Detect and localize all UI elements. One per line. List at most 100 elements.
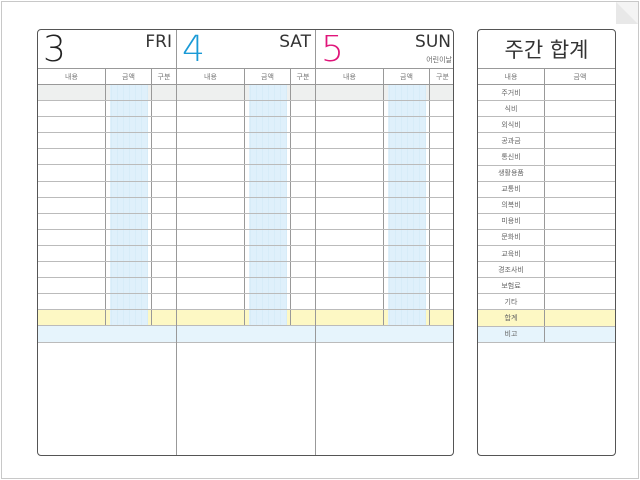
type-cell[interactable] [291, 310, 315, 325]
content-cell[interactable] [177, 165, 245, 181]
amount-cell[interactable] [245, 165, 291, 181]
amount-cell[interactable] [106, 165, 152, 181]
type-cell[interactable] [430, 230, 453, 245]
entry-row[interactable] [177, 262, 315, 279]
amount-cell[interactable] [545, 246, 615, 261]
amount-cell[interactable] [106, 85, 152, 101]
weekly-total-row[interactable]: 합계 [478, 310, 615, 327]
type-cell[interactable] [430, 117, 453, 132]
amount-cell[interactable] [106, 213, 152, 229]
weekly-row[interactable]: 미용비 [478, 213, 615, 230]
amount-cell[interactable] [545, 166, 615, 181]
total-row[interactable] [316, 310, 453, 327]
amount-cell[interactable] [106, 262, 152, 278]
type-cell[interactable] [291, 326, 315, 341]
content-cell[interactable] [38, 262, 106, 278]
amount-cell[interactable] [245, 149, 291, 165]
type-cell[interactable] [430, 278, 453, 293]
entry-row[interactable] [177, 245, 315, 263]
amount-cell[interactable] [245, 117, 291, 133]
weekly-row[interactable]: 교통비 [478, 181, 615, 198]
entry-row[interactable] [177, 85, 315, 102]
entry-row[interactable] [38, 101, 176, 118]
entry-row[interactable] [38, 278, 176, 295]
amount-cell[interactable] [384, 197, 430, 213]
amount-cell[interactable] [545, 294, 615, 309]
content-cell[interactable] [177, 197, 245, 213]
note-row[interactable] [177, 326, 315, 343]
total-row[interactable] [38, 310, 176, 327]
content-cell[interactable] [177, 85, 245, 101]
weekly-row[interactable]: 경조사비 [478, 262, 615, 279]
amount-cell[interactable] [384, 117, 430, 133]
amount-cell[interactable] [384, 278, 430, 294]
type-cell[interactable] [430, 294, 453, 309]
amount-cell[interactable] [545, 85, 615, 100]
type-cell[interactable] [291, 198, 315, 213]
type-cell[interactable] [291, 230, 315, 245]
content-cell[interactable] [38, 278, 106, 294]
entry-row[interactable] [316, 165, 453, 182]
entry-row[interactable] [316, 181, 453, 198]
content-cell[interactable] [316, 278, 384, 294]
content-cell[interactable] [316, 181, 384, 197]
entry-row[interactable] [38, 117, 176, 134]
type-cell[interactable] [430, 182, 453, 197]
amount-cell[interactable] [384, 149, 430, 165]
content-cell[interactable] [177, 278, 245, 294]
type-cell[interactable] [152, 246, 176, 261]
content-cell[interactable] [316, 294, 384, 310]
amount-cell[interactable] [384, 165, 430, 181]
type-cell[interactable] [152, 294, 176, 309]
entry-row[interactable] [316, 278, 453, 295]
content-cell[interactable] [177, 149, 245, 165]
type-cell[interactable] [291, 246, 315, 261]
content-cell[interactable] [38, 245, 106, 262]
content-cell[interactable] [177, 245, 245, 262]
entry-row[interactable] [316, 229, 453, 246]
type-cell[interactable] [152, 165, 176, 180]
amount-cell[interactable] [106, 229, 152, 245]
type-cell[interactable] [430, 326, 453, 341]
amount-cell[interactable] [384, 310, 430, 326]
type-cell[interactable] [291, 262, 315, 277]
amount-cell[interactable] [545, 182, 615, 197]
type-cell[interactable] [430, 165, 453, 180]
type-cell[interactable] [152, 278, 176, 293]
entry-row[interactable] [177, 101, 315, 118]
type-cell[interactable] [430, 85, 453, 100]
weekly-row[interactable]: 의복비 [478, 197, 615, 214]
amount-cell[interactable] [384, 326, 430, 341]
amount-cell[interactable] [545, 262, 615, 277]
weekly-row[interactable]: 기타 [478, 294, 615, 311]
amount-cell[interactable] [545, 214, 615, 229]
type-cell[interactable] [291, 182, 315, 197]
type-cell[interactable] [152, 230, 176, 245]
type-cell[interactable] [291, 214, 315, 229]
entry-row[interactable] [38, 181, 176, 198]
amount-cell[interactable] [106, 197, 152, 213]
amount-cell[interactable] [245, 101, 291, 117]
amount-cell[interactable] [384, 245, 430, 262]
content-cell[interactable] [316, 101, 384, 117]
type-cell[interactable] [430, 133, 453, 148]
type-cell[interactable] [152, 149, 176, 164]
amount-cell[interactable] [384, 262, 430, 278]
amount-cell[interactable] [245, 278, 291, 294]
entry-row[interactable] [177, 149, 315, 166]
entry-row[interactable] [38, 262, 176, 279]
entry-row[interactable] [177, 213, 315, 230]
type-cell[interactable] [430, 214, 453, 229]
weekly-row[interactable]: 주거비 [478, 85, 615, 102]
weekly-row[interactable]: 교육비 [478, 246, 615, 263]
content-cell[interactable] [177, 117, 245, 133]
content-cell[interactable] [316, 326, 384, 341]
amount-cell[interactable] [545, 133, 615, 148]
entry-row[interactable] [38, 245, 176, 263]
content-cell[interactable] [38, 310, 106, 326]
amount-cell[interactable] [245, 326, 291, 341]
weekly-row[interactable]: 생활용품 [478, 165, 615, 182]
content-cell[interactable] [316, 213, 384, 229]
content-cell[interactable] [316, 149, 384, 165]
entry-row[interactable] [316, 294, 453, 311]
